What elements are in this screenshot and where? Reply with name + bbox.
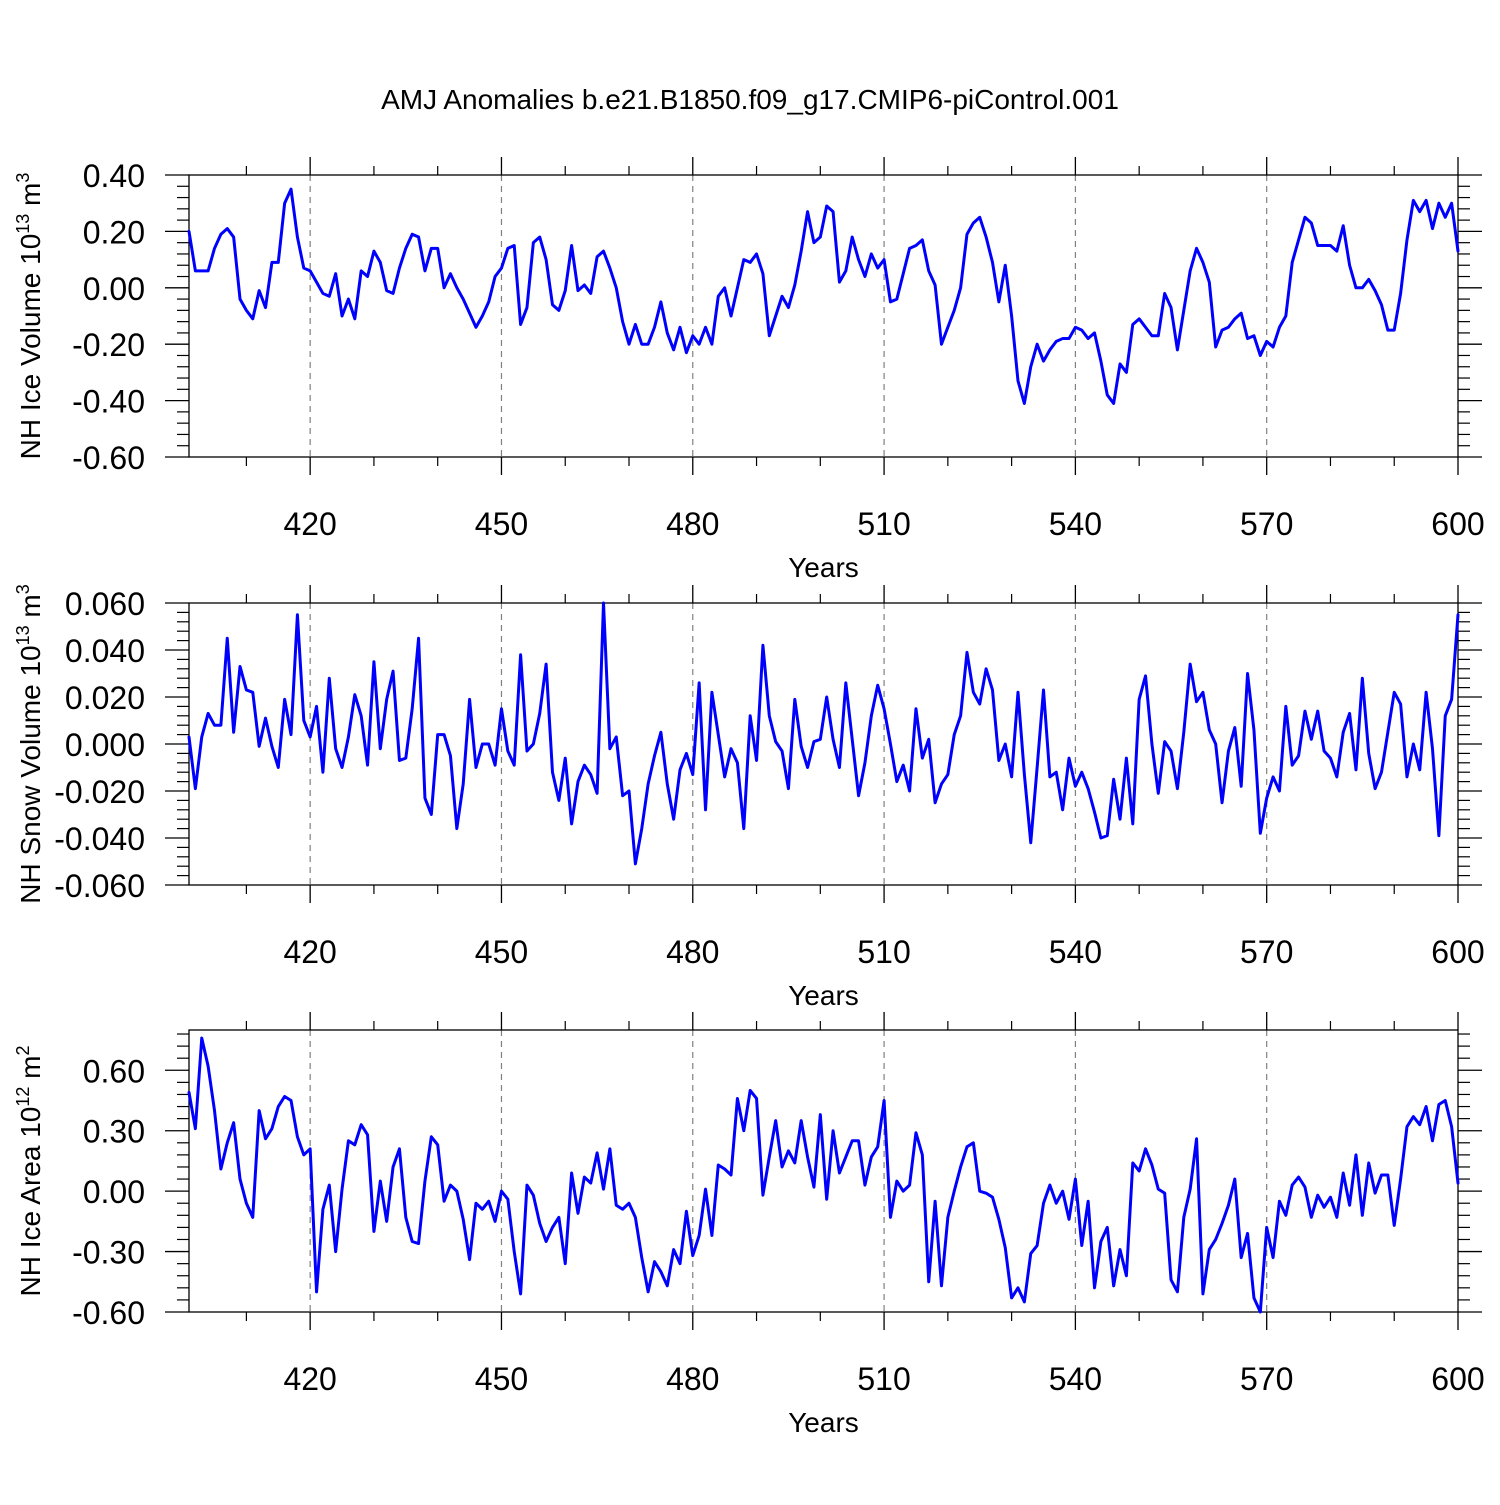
y-tick-label: 0.40 [83, 158, 145, 194]
y-axis-label-exponent: 12 [13, 1087, 33, 1107]
y-tick-label: 0.20 [83, 214, 145, 250]
y-axis-label: NH Snow Volume 1013 m3 [13, 584, 46, 904]
y-tick-label: 0.60 [83, 1053, 145, 1089]
x-tick-label: 480 [666, 1361, 719, 1397]
x-axis-label: Years [788, 552, 859, 583]
x-tick-label: 480 [666, 506, 719, 542]
y-tick-label: -0.060 [54, 868, 145, 904]
y-tick-label: -0.40 [72, 384, 145, 420]
y-tick-label: -0.30 [72, 1235, 145, 1271]
y-axis-label-unit: m [15, 183, 46, 214]
y-tick-label: 0.00 [83, 1174, 145, 1210]
x-tick-label: 600 [1431, 934, 1484, 970]
x-tick-label: 540 [1049, 506, 1102, 542]
y-axis-label-main: NH Ice Area 10 [15, 1107, 46, 1297]
x-tick-label: 600 [1431, 1361, 1484, 1397]
x-tick-label: 510 [857, 934, 910, 970]
x-tick-label: 420 [283, 1361, 336, 1397]
y-tick-label: 0.000 [65, 727, 145, 763]
x-tick-label: 510 [857, 506, 910, 542]
x-tick-label: 450 [475, 1361, 528, 1397]
chart-panel-2: 420 450 480 510 540 570 600 -0.060 -0.040 -0.020 0… [13, 584, 1485, 1011]
y-axis-label-exponent: 13 [13, 214, 33, 234]
y-tick-label: -0.60 [72, 440, 145, 476]
y-axis-label-unit: m [15, 594, 46, 625]
y-tick-label: 0.00 [83, 271, 145, 307]
x-tick-label: 420 [283, 934, 336, 970]
x-tick-label: 480 [666, 934, 719, 970]
y-axis-label-unit: m [15, 1056, 46, 1087]
x-tick-label: 570 [1240, 506, 1293, 542]
y-tick-label: -0.60 [72, 1295, 145, 1331]
plot-frame [188, 174, 1459, 458]
y-tick-label: 0.020 [65, 680, 145, 716]
y-tick-label: 0.040 [65, 633, 145, 669]
y-tick-label: -0.020 [54, 774, 145, 810]
y-tick-label: 0.060 [65, 586, 145, 622]
figure-title: AMJ Anomalies b.e21.B1850.f09_g17.CMIP6-… [381, 84, 1119, 115]
y-axis-label-unit-exponent: 3 [13, 584, 33, 594]
x-tick-label: 450 [475, 506, 528, 542]
y-axis-label-main: NH Snow Volume 10 [15, 645, 46, 903]
y-tick-label: 0.30 [83, 1114, 145, 1150]
y-axis-label: NH Ice Area 1012 m2 [13, 1045, 46, 1296]
chart-panel-1: 420 450 480 510 540 570 600 -0.60 -0.40 -0.20 0.00… [13, 157, 1485, 583]
x-tick-label: 570 [1240, 934, 1293, 970]
series-line [187, 1036, 1460, 1314]
x-tick-label: 540 [1049, 934, 1102, 970]
y-axis-label: NH Ice Volume 1013 m3 [13, 173, 46, 460]
y-axis-label-unit-exponent: 3 [13, 173, 33, 183]
series-line [187, 601, 1460, 866]
series-line [187, 187, 1460, 405]
y-axis-label-unit-exponent: 2 [13, 1045, 33, 1055]
x-tick-label: 510 [857, 1361, 910, 1397]
x-tick-label: 570 [1240, 1361, 1293, 1397]
x-axis-label: Years [788, 1407, 859, 1438]
x-axis-label: Years [788, 980, 859, 1011]
x-tick-label: 450 [475, 934, 528, 970]
y-axis-label-main: NH Ice Volume 10 [15, 234, 46, 460]
chart-panel-3: 420 450 480 510 540 570 600 -0.60 -0.30 0.00 0.30 0… [13, 1012, 1485, 1438]
x-tick-label: 540 [1049, 1361, 1102, 1397]
y-axis-label-exponent: 13 [13, 625, 33, 645]
x-tick-label: 420 [283, 506, 336, 542]
y-tick-label: -0.20 [72, 327, 145, 363]
x-tick-label: 600 [1431, 506, 1484, 542]
y-tick-label: -0.040 [54, 821, 145, 857]
